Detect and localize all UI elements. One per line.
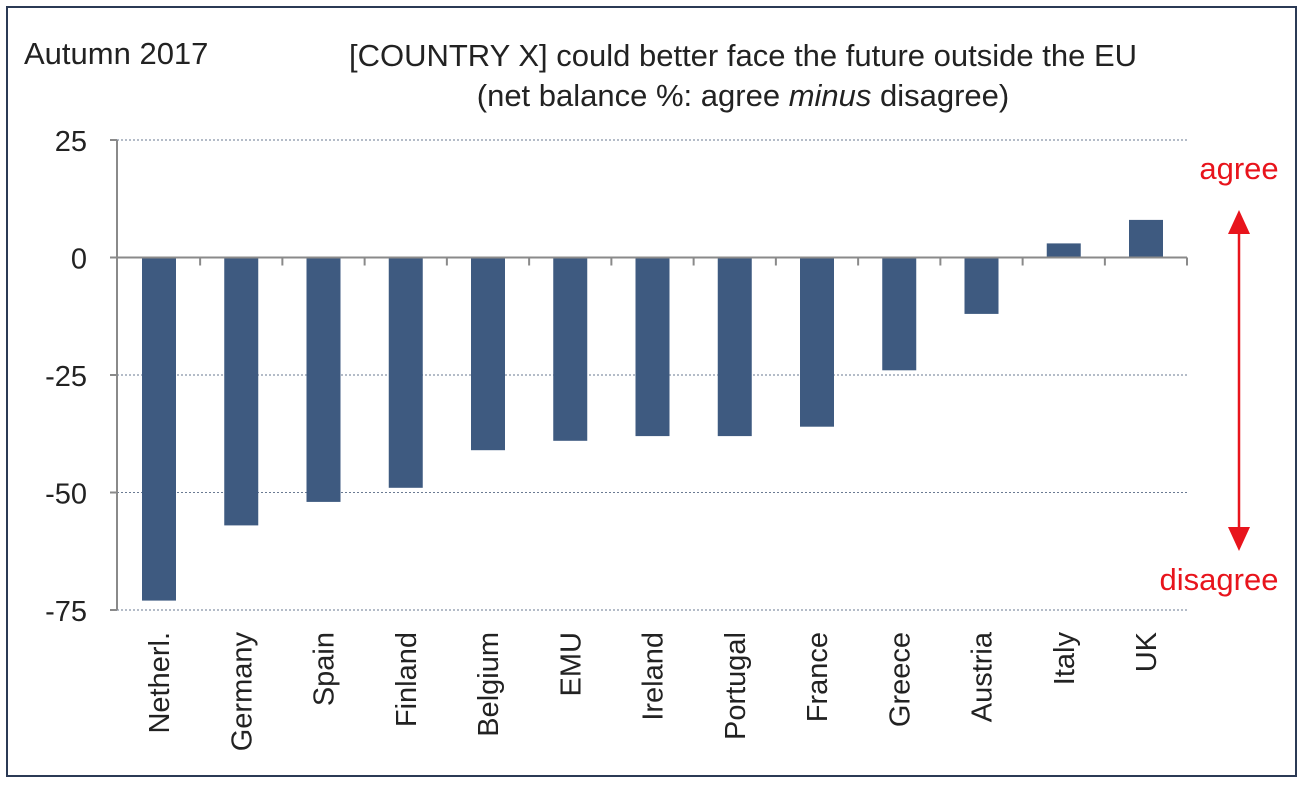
arrow-head-up: [1228, 210, 1250, 234]
x-tick-label: Ireland: [638, 632, 670, 721]
subtitle-suffix: disagree): [871, 78, 1009, 113]
bar-emu: [553, 257, 588, 441]
x-tick-label: Italy: [1049, 632, 1081, 686]
bar-austria: [964, 257, 999, 314]
y-tick-label: 0: [71, 244, 87, 276]
subtitle-emphasis: minus: [789, 78, 872, 113]
x-tick-label: Finland: [391, 632, 423, 727]
chart-subtitle: (net balance %: agree minus disagree): [477, 78, 1010, 113]
bar-belgium: [471, 257, 505, 451]
x-axis-labels: Netherl. Germany Spain Finland Belgium EMU Ire…: [144, 631, 1163, 751]
y-tick-label: -50: [45, 479, 87, 511]
arrow-head-down: [1228, 527, 1250, 551]
axes: [110, 139, 1188, 611]
x-tick-label: UK: [1131, 631, 1163, 672]
x-tick-label: Greece: [884, 632, 916, 727]
bar-ireland: [635, 257, 670, 437]
bars: [142, 219, 1163, 601]
x-tick-label: Netherl.: [144, 632, 176, 734]
y-tick-label: -75: [45, 596, 87, 628]
x-tick-label: Belgium: [473, 632, 505, 737]
x-tick-label: Germany: [226, 632, 258, 752]
agree-annotation: agree: [1199, 151, 1278, 186]
bar-netherl: [142, 257, 176, 601]
bar-france: [800, 257, 834, 427]
y-tick-label: -25: [45, 361, 87, 393]
subtitle-prefix: (net balance %: agree: [477, 78, 789, 113]
disagree-annotation: disagree: [1160, 562, 1279, 597]
bar-italy: [1046, 243, 1081, 258]
bar-finland: [388, 257, 423, 488]
bar-greece: [882, 257, 917, 371]
period-label: Autumn 2017: [24, 36, 208, 71]
bar-spain: [306, 257, 341, 502]
bar-germany: [224, 257, 259, 526]
agree-disagree-arrow: [1228, 210, 1250, 551]
bar-uk: [1129, 219, 1163, 258]
x-tick-label: Portugal: [720, 632, 752, 740]
x-tick-label: Austria: [967, 631, 999, 722]
y-tick-label: 25: [55, 126, 87, 158]
bar-portugal: [717, 257, 752, 437]
x-tick-label: EMU: [555, 632, 587, 696]
x-tick-label: France: [802, 632, 834, 722]
y-axis-ticks: 25 0 -25 -50 -75: [45, 126, 87, 628]
chart-title: [COUNTRY X] could better face the future…: [349, 38, 1137, 73]
x-tick-label: Spain: [309, 632, 341, 706]
